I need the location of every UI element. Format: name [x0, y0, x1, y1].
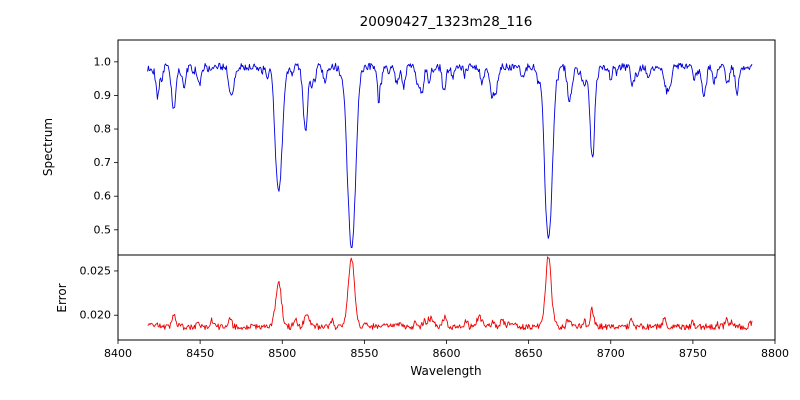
x-tick-label: 8550: [350, 347, 378, 360]
x-tick-label: 8700: [597, 347, 625, 360]
x-tick-label: 8800: [761, 347, 789, 360]
error-y-tick-label: 0.025: [80, 264, 112, 277]
error-axis-label: Error: [55, 283, 69, 313]
spectrum-y-tick-label: 0.6: [94, 190, 112, 203]
spectrum-y-tick-label: 0.5: [94, 223, 112, 236]
chart-title: 20090427_1323m28_116: [359, 14, 533, 30]
x-tick-label: 8400: [104, 347, 132, 360]
spectrum-y-tick-label: 1.0: [94, 55, 112, 68]
spectrum-y-tick-label: 0.7: [94, 156, 112, 169]
error-series-line: [147, 256, 753, 331]
x-tick-label: 8650: [515, 347, 543, 360]
x-tick-label: 8750: [679, 347, 707, 360]
x-axis-label: Wavelength: [410, 364, 482, 378]
error-y-tick-label: 0.020: [80, 309, 112, 322]
x-tick-label: 8600: [433, 347, 461, 360]
x-tick-label: 8450: [186, 347, 214, 360]
spectrum-series-line: [147, 62, 753, 248]
spectrum-y-tick-label: 0.8: [94, 123, 112, 136]
spectrum-y-tick-label: 0.9: [94, 89, 112, 102]
spectrum-axis-label: Spectrum: [41, 117, 55, 177]
x-tick-label: 8500: [268, 347, 296, 360]
